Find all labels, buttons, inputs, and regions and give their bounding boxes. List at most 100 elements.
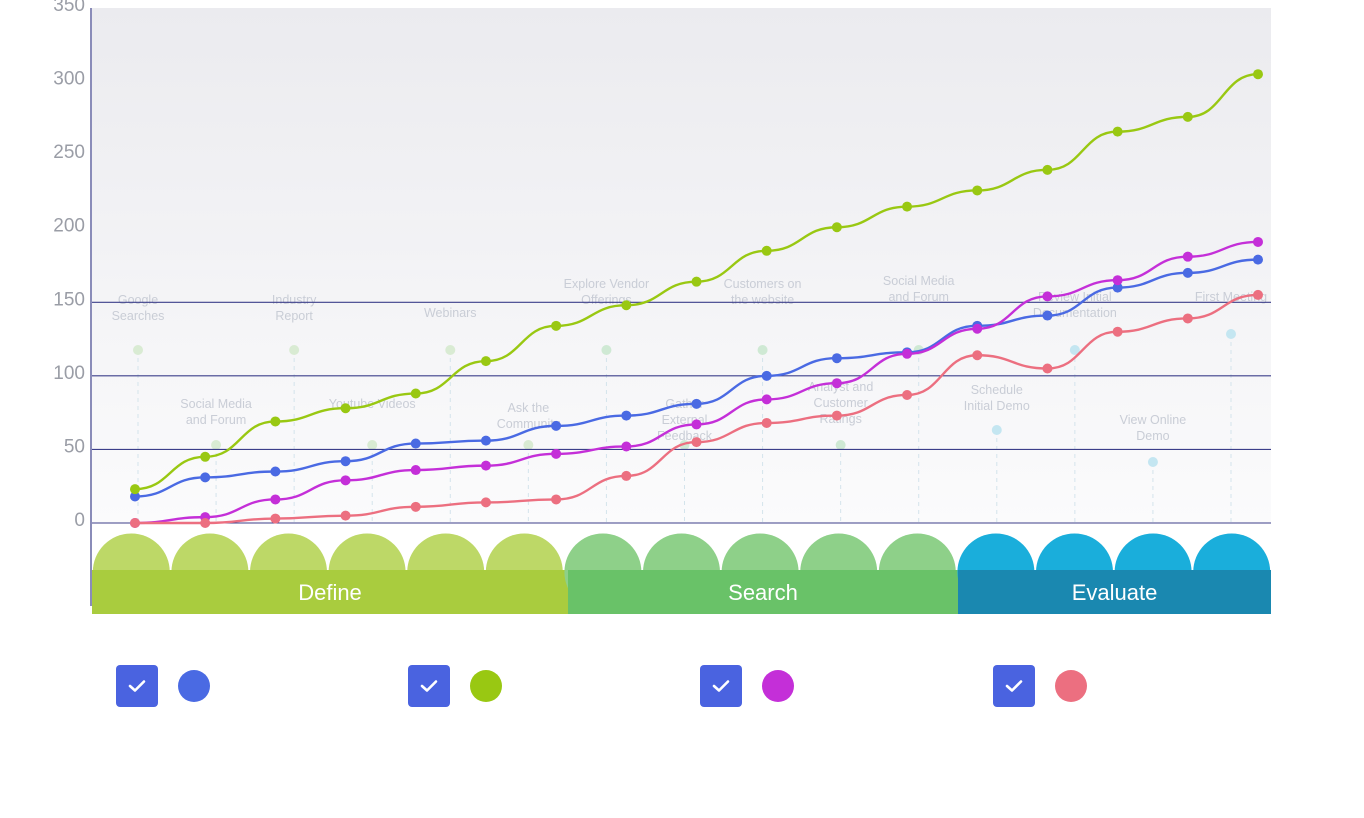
- data-point[interactable]: [621, 441, 632, 452]
- data-point[interactable]: [1182, 251, 1193, 262]
- touchpoint-dot: [289, 345, 300, 355]
- y-tick-label: 300: [53, 69, 85, 90]
- data-point[interactable]: [902, 201, 913, 212]
- touchpoint: Social Media and Forum: [883, 274, 955, 523]
- data-point[interactable]: [1253, 254, 1263, 265]
- data-point[interactable]: [410, 438, 421, 449]
- legend-checkbox-2[interactable]: [408, 665, 450, 707]
- data-point[interactable]: [1253, 289, 1263, 300]
- data-point[interactable]: [1112, 126, 1123, 137]
- stage-band: [568, 570, 958, 614]
- touchpoint-dot: [367, 440, 378, 450]
- legend-item-3[interactable]: [700, 665, 794, 707]
- data-point[interactable]: [480, 497, 491, 508]
- legend-swatch-3: [762, 670, 794, 702]
- legend-item-2[interactable]: [408, 665, 502, 707]
- y-tick-label: 0: [74, 510, 85, 531]
- touchpoint-dot: [757, 345, 768, 355]
- data-point[interactable]: [1042, 363, 1053, 374]
- touchpoint: Social Media and Forum: [180, 397, 252, 523]
- data-point[interactable]: [480, 435, 491, 446]
- data-point[interactable]: [270, 513, 281, 524]
- data-point[interactable]: [410, 465, 421, 476]
- series-line: [134, 240, 1259, 525]
- data-point[interactable]: [410, 501, 421, 512]
- legend-swatch-1: [178, 670, 210, 702]
- y-tick-label: 50: [64, 436, 85, 457]
- data-point[interactable]: [480, 356, 491, 367]
- stage-band: [92, 570, 568, 614]
- data-point[interactable]: [340, 475, 351, 486]
- data-point[interactable]: [1182, 313, 1193, 324]
- y-tick-layer: 0 50 100 150 200 250 300 350: [53, 0, 85, 531]
- data-point[interactable]: [621, 410, 632, 421]
- data-point[interactable]: [902, 348, 913, 359]
- checkmark-icon: [1005, 680, 1023, 692]
- data-point[interactable]: [1042, 164, 1053, 175]
- data-point[interactable]: [200, 518, 211, 528]
- data-point[interactable]: [551, 494, 562, 505]
- legend-checkbox-1[interactable]: [116, 665, 158, 707]
- data-point[interactable]: [340, 403, 351, 414]
- data-point[interactable]: [270, 466, 281, 477]
- touchpoint: Review Initial Documentation: [1033, 290, 1117, 523]
- data-point[interactable]: [1112, 282, 1123, 293]
- data-point[interactable]: [480, 460, 491, 471]
- data-point[interactable]: [1253, 69, 1263, 80]
- touchpoint-dot: [1069, 345, 1080, 355]
- data-point[interactable]: [621, 470, 632, 481]
- data-point[interactable]: [130, 491, 140, 502]
- legend-checkbox-4[interactable]: [993, 665, 1035, 707]
- data-point[interactable]: [200, 451, 211, 462]
- data-point[interactable]: [551, 420, 562, 431]
- data-point[interactable]: [1042, 310, 1053, 321]
- data-point[interactable]: [691, 276, 702, 287]
- data-point[interactable]: [1253, 236, 1263, 247]
- data-point[interactable]: [761, 245, 772, 256]
- data-point[interactable]: [831, 410, 842, 421]
- data-point[interactable]: [831, 222, 842, 233]
- legend-item-4[interactable]: [993, 665, 1087, 707]
- data-point[interactable]: [831, 378, 842, 389]
- stage-band: [958, 570, 1271, 614]
- touchpoint-label: Industry Report: [272, 293, 317, 323]
- data-point[interactable]: [270, 494, 281, 505]
- data-point[interactable]: [130, 518, 140, 528]
- legend-checkbox-3[interactable]: [700, 665, 742, 707]
- data-point[interactable]: [761, 417, 772, 428]
- touchpoint-label: Explore Vendor Offerings: [564, 277, 649, 307]
- data-point[interactable]: [551, 448, 562, 459]
- stage-band-layer: Define Search Evaluate: [92, 533, 1271, 614]
- data-point[interactable]: [691, 437, 702, 448]
- touchpoint: Explore Vendor Offerings: [564, 277, 649, 523]
- data-point[interactable]: [972, 323, 983, 334]
- legend-item-1[interactable]: [116, 665, 210, 707]
- data-point[interactable]: [902, 389, 913, 400]
- data-point[interactable]: [410, 388, 421, 399]
- data-point[interactable]: [270, 416, 281, 427]
- touchpoint: Webinars: [424, 306, 477, 523]
- data-point[interactable]: [1182, 267, 1193, 278]
- data-point[interactable]: [691, 398, 702, 409]
- data-point[interactable]: [831, 353, 842, 364]
- touchpoint-label: Webinars: [424, 306, 477, 320]
- data-point[interactable]: [340, 456, 351, 467]
- data-point[interactable]: [1182, 111, 1193, 122]
- data-point[interactable]: [340, 510, 351, 521]
- data-point[interactable]: [972, 185, 983, 196]
- data-point[interactable]: [1042, 291, 1053, 302]
- data-point[interactable]: [551, 320, 562, 331]
- touchpoint-label: Google Searches: [112, 293, 165, 323]
- data-point[interactable]: [1112, 275, 1123, 286]
- data-point[interactable]: [761, 394, 772, 405]
- data-point[interactable]: [200, 472, 211, 483]
- data-point[interactable]: [130, 484, 140, 495]
- legend-swatch-4: [1055, 670, 1087, 702]
- touchpoint-label: Schedule Initial Demo: [964, 383, 1030, 413]
- data-point[interactable]: [621, 300, 632, 311]
- data-point[interactable]: [1112, 326, 1123, 337]
- touchpoint: Industry Report: [272, 293, 317, 523]
- data-point[interactable]: [691, 419, 702, 430]
- data-point[interactable]: [761, 370, 772, 381]
- data-point[interactable]: [972, 350, 983, 361]
